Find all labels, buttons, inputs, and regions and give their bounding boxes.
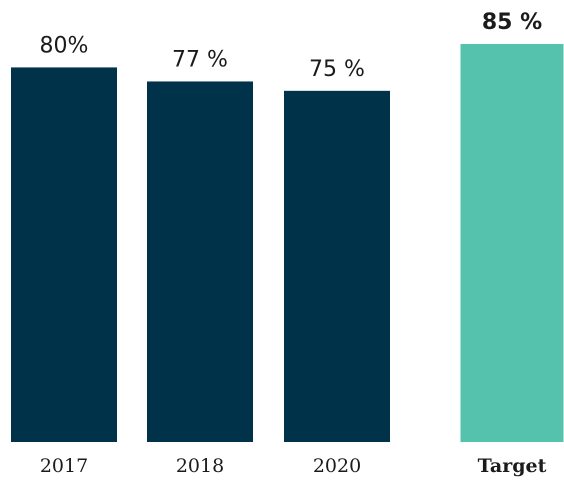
value-label: 85 % — [482, 10, 542, 35]
x-tick-label: 2017 — [40, 455, 88, 477]
value-label: 80% — [40, 33, 89, 58]
x-tick-label: 2018 — [176, 455, 224, 477]
x-tick-label: Target — [478, 455, 547, 477]
x-tick-label: 2020 — [313, 455, 361, 477]
bar — [284, 90, 390, 442]
bar — [460, 44, 564, 442]
bar — [11, 67, 117, 442]
bar — [147, 81, 253, 442]
value-label: 75 % — [309, 57, 365, 82]
value-label: 77 % — [172, 47, 228, 72]
